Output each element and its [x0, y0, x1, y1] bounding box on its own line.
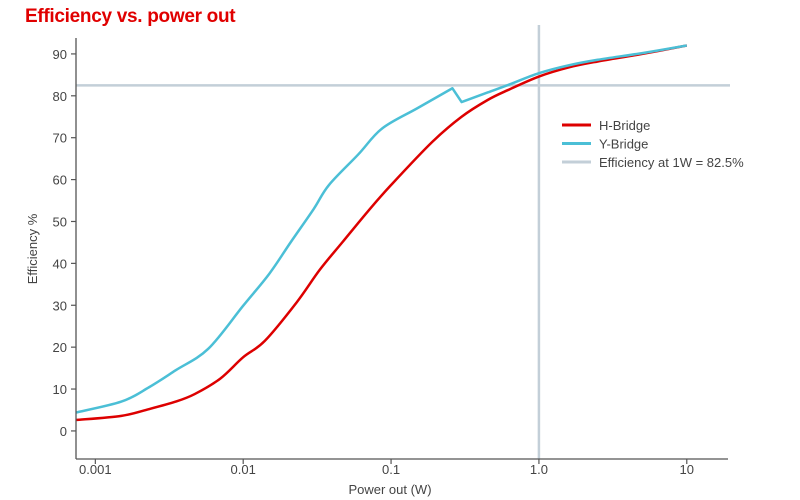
y-tick-label: 50	[53, 214, 67, 229]
y-tick-label: 40	[53, 256, 67, 271]
y-axis-label: Efficiency %	[25, 213, 40, 284]
legend-label: H-Bridge	[599, 118, 650, 133]
x-tick-label: 1.0	[530, 462, 548, 477]
y-bridge-line	[75, 44, 687, 414]
chart-title: Efficiency vs. power out	[25, 6, 236, 27]
y-tick-label: 20	[53, 340, 67, 355]
y-tick-label: 10	[53, 382, 67, 397]
x-axis-label: Power out (W)	[348, 482, 431, 497]
y-tick-label: 60	[53, 173, 67, 188]
h-bridge-line	[75, 44, 688, 422]
y-tick-label: 90	[53, 47, 67, 62]
legend-label: Efficiency at 1W = 82.5%	[599, 155, 744, 170]
x-tick-label: 0.01	[231, 462, 256, 477]
y-tick-label: 80	[53, 89, 67, 104]
x-tick-label: 0.1	[382, 462, 400, 477]
x-tick-label: 0.001	[79, 462, 112, 477]
x-tick-label: 10	[680, 462, 694, 477]
y-tick-label: 0	[60, 424, 67, 439]
y-tick-label: 70	[53, 131, 67, 146]
legend-label: Y-Bridge	[599, 137, 648, 152]
y-tick-label: 30	[53, 298, 67, 313]
